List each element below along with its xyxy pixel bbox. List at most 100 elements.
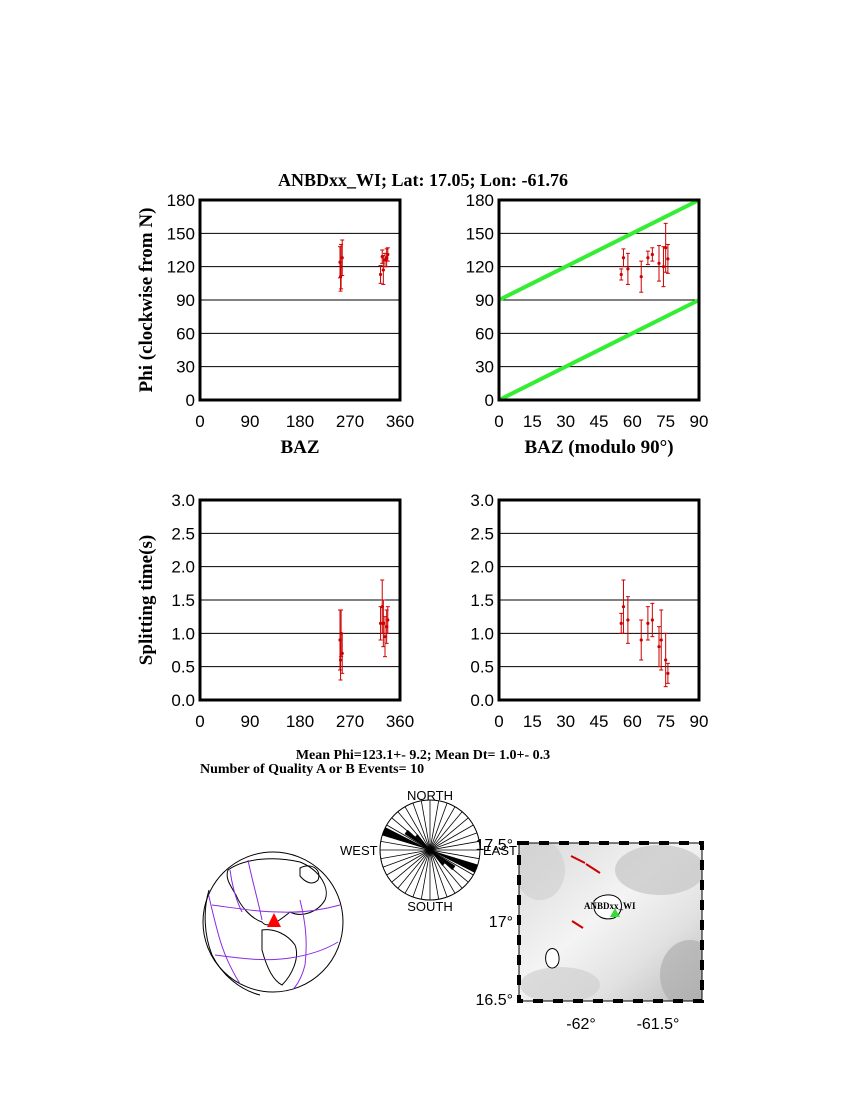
y-tick-label: 0 xyxy=(186,391,195,410)
y-tick-label: 30 xyxy=(475,358,494,377)
x-tick-label: 270 xyxy=(336,712,364,731)
x-tick-label: 30 xyxy=(556,712,575,731)
rose-sector xyxy=(415,834,430,850)
y-tick-label: 0.5 xyxy=(171,658,195,677)
x-tick-label: 15 xyxy=(523,412,542,431)
panel-dt-vs-baz: 0.0 0.5 1.0 1.5 2.0 2.5 3.0 0 90 180 270 360 Splitti… xyxy=(136,491,414,731)
x-tick-label: 75 xyxy=(656,412,675,431)
station-marker-icon xyxy=(267,913,281,927)
y-tick-label: 150 xyxy=(167,224,195,243)
data-point xyxy=(664,658,668,662)
y-tick-label: 90 xyxy=(176,291,195,310)
x-tick-label: 180 xyxy=(286,412,314,431)
y-tick-label: 1.0 xyxy=(171,624,195,643)
map-lon-tick: -62° xyxy=(566,1016,596,1033)
plot-frame xyxy=(497,498,701,702)
x-tick-label: 60 xyxy=(623,412,642,431)
event-count-text: Number of Quality A or B Events= 10 xyxy=(200,762,424,777)
data-point xyxy=(646,621,650,625)
figure-title: ANBDxx_WI; Lat: 17.05; Lon: -61.76 xyxy=(278,170,568,190)
y-tick-label: 3.0 xyxy=(171,491,195,510)
data-point xyxy=(386,252,390,257)
globe-map xyxy=(202,851,344,996)
y-tick-label: 2.0 xyxy=(470,558,494,577)
x-tick-label: 45 xyxy=(590,712,609,731)
data-point xyxy=(381,268,385,272)
y-tick-label: 2.5 xyxy=(470,524,494,543)
data-point xyxy=(619,621,623,625)
y-axis-label: Phi (clockwise from N) xyxy=(136,208,157,393)
x-tick-label: 0 xyxy=(195,712,204,731)
rose-label-west: WEST xyxy=(340,843,378,858)
data-point xyxy=(666,257,670,261)
mean-stats-text: Mean Phi=123.1+- 9.2; Mean Dt= 1.0+- 0.3 xyxy=(296,748,550,763)
data-point xyxy=(340,651,344,655)
data-point xyxy=(338,658,343,662)
data-point xyxy=(650,618,654,622)
x-tick-label: 360 xyxy=(386,412,414,431)
y-tick-label: 120 xyxy=(167,258,195,277)
y-tick-label: 2.5 xyxy=(171,524,195,543)
y-tick-label: 30 xyxy=(176,358,195,377)
map-lat-tick: 17° xyxy=(489,914,513,931)
y-tick-label: 0.0 xyxy=(171,691,195,710)
data-point xyxy=(381,621,385,625)
map-lat-tick: 17.5° xyxy=(475,837,513,854)
data-point xyxy=(626,267,630,271)
x-tick-label: 0 xyxy=(195,412,204,431)
panel-dt-vs-baz-mod90: 0.0 0.5 1.0 1.5 2.0 2.5 3.0 0 15 30 45 60 75 90 xyxy=(470,491,708,731)
data-point xyxy=(383,635,387,639)
rose-label-south: SOUTH xyxy=(407,899,453,914)
x-tick-label: 360 xyxy=(386,712,414,731)
data-point xyxy=(386,618,390,622)
y-tick-label: 1.5 xyxy=(470,591,494,610)
x-tick-label: 60 xyxy=(623,712,642,731)
data-point xyxy=(657,645,661,649)
x-tick-label: 30 xyxy=(556,412,575,431)
y-tick-label: 0.5 xyxy=(470,658,494,677)
rose-sector xyxy=(430,850,478,873)
data-point xyxy=(621,256,626,260)
data-point xyxy=(639,275,643,279)
x-tick-label: 15 xyxy=(523,712,542,731)
x-tick-label: 0 xyxy=(494,712,503,731)
rose-sector xyxy=(404,829,430,850)
panel-phi-vs-baz: 0 30 60 90 120 150 180 0 90 180 270 360 BAZ Phi (cloc… xyxy=(136,191,414,458)
data-point xyxy=(659,638,663,642)
y-tick-label: 150 xyxy=(466,224,494,243)
y-tick-label: 0.0 xyxy=(470,691,494,710)
rose-sector xyxy=(430,850,445,866)
y-tick-label: 0 xyxy=(485,391,494,410)
rose-sector xyxy=(382,827,430,850)
map-lat-tick: 16.5° xyxy=(475,992,513,1009)
y-tick-label: 180 xyxy=(167,191,195,210)
x-tick-label: 270 xyxy=(336,412,364,431)
x-tick-label: 75 xyxy=(656,712,675,731)
map-station-label: ANBDxx_WI xyxy=(584,901,636,911)
data-point xyxy=(621,605,626,609)
x-axis-label: BAZ xyxy=(280,437,319,458)
y-axis-label: Splitting time(s) xyxy=(136,535,157,665)
x-tick-label: 45 xyxy=(590,412,609,431)
map-station-marker-icon xyxy=(610,908,620,917)
plot-frame xyxy=(497,198,701,402)
y-tick-label: 1.5 xyxy=(171,591,195,610)
data-point xyxy=(340,256,344,260)
y-tick-label: 2.0 xyxy=(171,558,195,577)
map-lon-tick: -61.5° xyxy=(637,1016,680,1033)
regional-map: ANBDxx_WI 17.5° 17° 16.5° -62° -61.5° xyxy=(475,837,704,1033)
data-point xyxy=(646,256,650,260)
y-tick-label: 90 xyxy=(475,291,494,310)
data-point xyxy=(650,252,654,257)
y-tick-label: 120 xyxy=(466,258,494,277)
data-point xyxy=(661,265,666,269)
y-tick-label: 1.0 xyxy=(470,624,494,643)
y-tick-label: 3.0 xyxy=(470,491,494,510)
data-point xyxy=(378,621,383,625)
data-point xyxy=(664,246,668,250)
plot-frame xyxy=(198,198,402,402)
panel-phi-vs-baz-mod90: 0 30 60 90 120 150 180 0 15 30 45 60 75 90 BAZ (modulo… xyxy=(466,191,709,458)
rose-label-north: NORTH xyxy=(407,788,453,803)
